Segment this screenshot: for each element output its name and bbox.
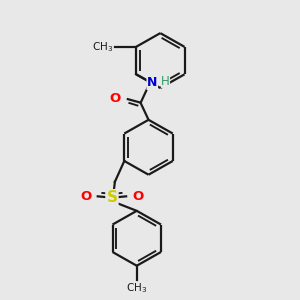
Text: CH$_3$: CH$_3$ [126, 281, 147, 295]
Text: O: O [132, 190, 143, 203]
Text: O: O [81, 190, 92, 203]
Text: N: N [147, 76, 158, 89]
Text: H: H [161, 75, 170, 88]
Text: O: O [110, 92, 121, 105]
Text: CH$_3$: CH$_3$ [92, 40, 114, 54]
Text: S: S [106, 190, 117, 205]
